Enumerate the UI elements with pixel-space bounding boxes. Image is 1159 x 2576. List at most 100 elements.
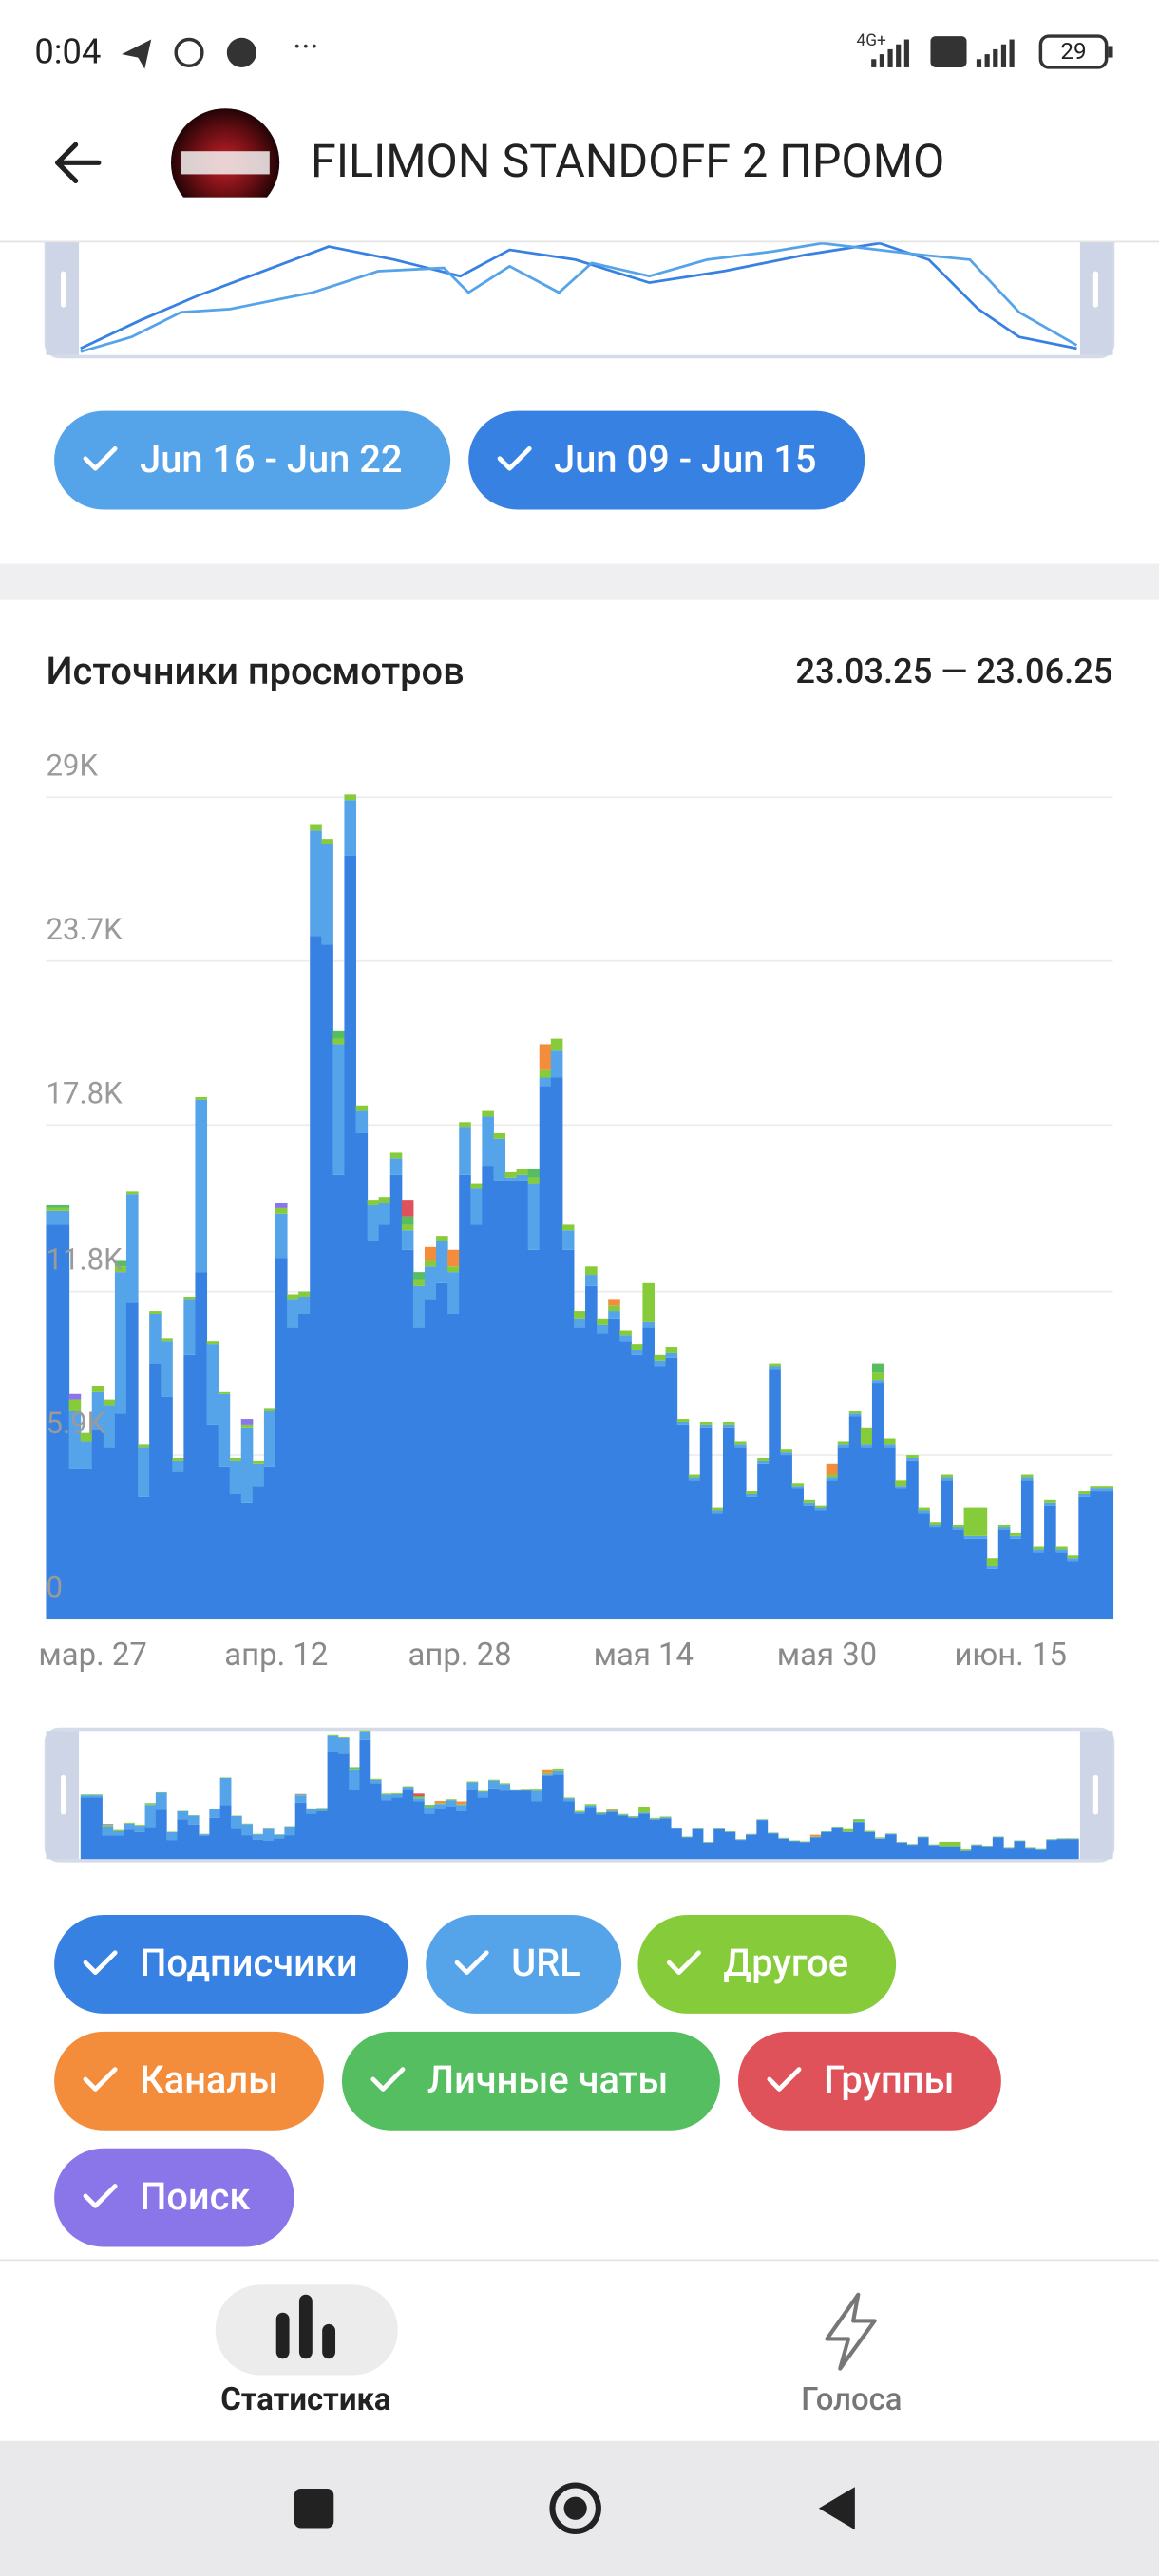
navigator-bar-segment [274,1838,285,1860]
bar-segment [401,1216,414,1225]
bar-segment [470,1183,483,1189]
navigator-bar-segment [606,1810,618,1812]
bar-segment [585,1275,598,1286]
recents-button[interactable] [294,2488,334,2529]
navigator-bar-segment [412,1798,425,1802]
navigator-bar-segment [584,1807,597,1860]
legend-chip[interactable] [54,2148,294,2247]
navigator-bar-segment [294,1795,307,1803]
home-button[interactable] [549,2482,601,2534]
bar-segment [780,1449,792,1453]
navigator-bar-segment [456,1805,467,1812]
navigator-bar-segment [199,1835,210,1860]
bar-segment [46,1204,59,1208]
bar-segment [998,1527,1011,1530]
navigator-bar-segment [412,1797,425,1799]
bar-segment [895,1488,907,1619]
bar-segment [459,1127,471,1175]
navigator-bar-segment [123,1829,135,1860]
bar-segment [172,1457,184,1461]
navigator-bar-segment [359,1730,371,1732]
bar-segment [1055,1546,1068,1550]
navigator-bar-segment [552,1768,564,1771]
bar-segment [459,1122,471,1128]
period-chip[interactable] [54,410,451,510]
navigator-bar-segment [487,1788,500,1860]
legend-chip[interactable] [426,1915,622,2014]
x-axis: мар. 27 апр. 12 апр. 28 мая 14 мая 30 июн. 15 [38,1638,1067,1674]
bar-segment [424,1266,437,1300]
bar-segment [975,1535,988,1539]
navigator-bar-segment [928,1845,940,1860]
bar-segment [355,1105,369,1111]
navigator-bar-segment [638,1812,650,1814]
navigator-bar-segment [274,1834,285,1839]
bar-segment [619,1335,632,1342]
bar-segment [975,1538,988,1619]
bar-segment [516,1174,529,1181]
bar-segment [275,1213,288,1259]
navigator-bar-segment [864,1831,876,1860]
nav-tab-label[interactable]: Статистика [220,2382,390,2418]
legend-chip[interactable] [637,1915,897,2014]
navigator-bar-segment [1024,1848,1036,1860]
bar-segment [263,1466,276,1619]
bar-segment [114,1260,127,1267]
bar-segment [769,1369,781,1619]
navigator-bar-segment [294,1794,307,1796]
check-icon [83,2184,118,2208]
back-button[interactable] [54,142,102,183]
bar-segment [68,1399,82,1411]
bar-segment [906,1460,919,1619]
nav-tab-label[interactable]: Голоса [801,2382,902,2418]
navigator-bar-segment [606,1809,618,1810]
bar-segment [573,1318,586,1328]
bar-segment [493,1180,506,1619]
legend-chip[interactable] [54,2031,324,2131]
navigator-bar-segment [199,1834,210,1836]
navigator-bar-segment [767,1833,779,1860]
bar-segment [367,1204,380,1241]
navigator-bar-segment [487,1780,500,1789]
navigator-bar-segment [230,1816,242,1829]
navigator-bar-segment [638,1806,650,1813]
legend-chip[interactable] [341,2031,720,2131]
bar-segment [539,1069,552,1078]
navigator-bar-segment [144,1803,157,1805]
bar-segment [527,1249,541,1619]
bar-segment [103,1447,116,1619]
legend-chip[interactable] [54,1915,408,2014]
navigator-bar-segment [381,1794,392,1801]
volte-icon [930,36,967,67]
navigator-bar-segment [359,1739,371,1860]
bar-segment [918,1507,930,1511]
bar-segment [848,1413,862,1417]
bar-segment [459,1174,471,1619]
week-line [80,241,1078,353]
bar-segment [676,1419,690,1422]
legend-chip-label: Подписчики [140,1941,357,1985]
navigator-bar-segment [219,1805,232,1860]
period-chip-label: Jun 16 - Jun 22 [140,437,402,482]
bar-segment [287,1299,299,1328]
bar-segment [447,1313,460,1619]
back-system-button[interactable] [818,2487,855,2530]
navigator-bar-segment [391,1797,404,1860]
navigator-bars [80,1730,1079,1860]
bar-segment [906,1457,919,1461]
navigator-bar-segment [542,1769,554,1773]
period-chip[interactable] [468,410,865,510]
week-line [80,241,1077,350]
bar-segment [103,1399,116,1406]
bar-segment [871,1372,884,1381]
legend-chip[interactable] [737,2031,1001,2131]
navigator-bar-segment [284,1835,296,1860]
navigator-bar-segment [971,1845,983,1860]
bar-segment [608,1305,620,1312]
votes-icon [825,2292,877,2371]
y-tick-label: 17.8K [46,1075,123,1110]
bar-segment [287,1327,299,1619]
x-tick-label: мая 30 [777,1638,877,1674]
chart-date-range: 23.03.25 — 23.06.25 [795,651,1112,691]
handle-grip [61,1774,66,1815]
